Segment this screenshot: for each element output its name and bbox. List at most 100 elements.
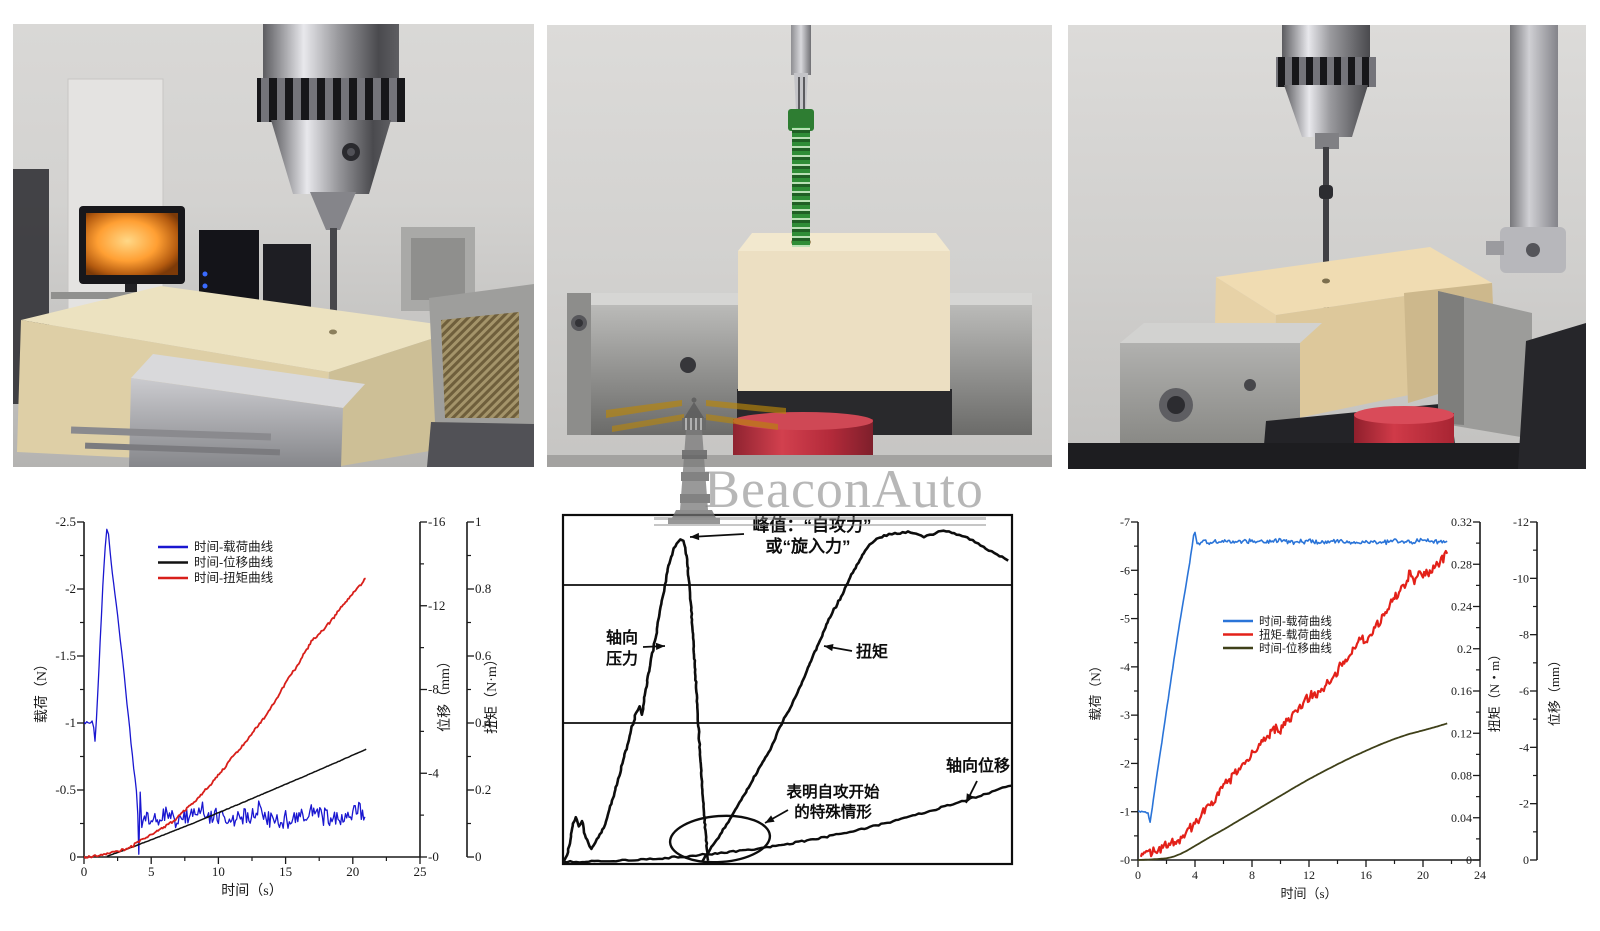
y-tick-label: 0.08 (1451, 769, 1472, 783)
y-axis-title: 扭矩（N·m） (484, 652, 500, 734)
y-tick-label: 0.6 (475, 648, 492, 663)
x-tick-label: 0 (81, 864, 88, 879)
series-disp (106, 748, 367, 858)
y-tick-label: -1 (1120, 805, 1130, 819)
axial-pressure-label: 轴向 (606, 628, 638, 647)
self-tap-note: 的特殊情形 (794, 802, 872, 821)
y-tick-label: 1 (475, 514, 482, 529)
y-tick-label: -3 (1120, 708, 1130, 722)
y-tick-label: 0 (475, 849, 482, 864)
y-tick-label: 0.8 (475, 581, 491, 596)
fixture-hole-left (680, 357, 696, 373)
y-tick-label: -2.5 (55, 514, 76, 529)
chuck-nose (310, 192, 356, 230)
y-tick-label: -4 (428, 765, 439, 780)
curve-axial-displacement (563, 784, 1012, 864)
y-tick-label: -6 (1519, 684, 1529, 698)
y-tick-label: -8 (1519, 628, 1529, 642)
x-tick-label: 20 (1417, 868, 1429, 882)
y-tick-label: 0.16 (1451, 684, 1472, 698)
y-tick-label: -12 (428, 598, 445, 613)
screw-head (788, 109, 814, 131)
screw-thread (792, 127, 810, 247)
y-tick-label: -5 (1120, 612, 1130, 626)
monitor (51, 206, 211, 299)
y-tick-label: -2 (65, 581, 76, 596)
y-tick-label: 0 (70, 849, 77, 864)
y-tick-label: -8 (428, 682, 439, 697)
green-screw (788, 25, 814, 247)
series-disp (1138, 722, 1448, 861)
x-tick-label: 20 (346, 864, 359, 879)
self-tap-start-ellipse (668, 814, 772, 864)
y-tick-label: 0.2 (1457, 642, 1472, 656)
photo-drill-test (13, 24, 534, 467)
x-tick-label: 12 (1303, 868, 1315, 882)
y-tick-label: 0.04 (1451, 811, 1472, 825)
legend-label: 时间-位移曲线 (194, 555, 274, 570)
x-tick-label: 8 (1249, 868, 1255, 882)
photo-screw-test (547, 25, 1052, 467)
guide-rod-2 (84, 442, 281, 456)
vise-wedge (129, 354, 365, 467)
y-tick-label: -7 (1120, 515, 1130, 529)
series-group (1138, 531, 1449, 861)
door (67, 78, 164, 325)
x-tick-label: 16 (1360, 868, 1372, 882)
legend-label: 时间-扭矩曲线 (194, 571, 274, 585)
y-axis-title: 扭矩（N・m） (1487, 648, 1502, 733)
axes: 0 4 8 12 16 20 24 时间（s） -0 -1 -2 -3 -4 -5 -6 -7 载荷（N） 0 0.… (1088, 515, 1562, 901)
self-tap-note: 表明自攻开始 (785, 782, 880, 801)
drill-chuck (257, 24, 405, 338)
chuck-gear-ring (1276, 57, 1376, 87)
x-axis-title: 时间（s） (221, 883, 282, 899)
dark-corner (1518, 323, 1586, 469)
knurled-face (441, 312, 519, 418)
x-tick-label: 5 (148, 864, 155, 879)
x-tick-label: 25 (414, 864, 427, 879)
y-axis-title: 位移（mm） (1547, 654, 1562, 726)
vise-left-block (1120, 323, 1322, 469)
series-torque (1139, 549, 1449, 858)
drill-hole (329, 329, 337, 335)
foam-block (738, 233, 950, 391)
torque-label: 扭矩 (856, 642, 888, 661)
y-tick-label: 0.2 (475, 782, 491, 797)
monitor-screen (86, 213, 178, 275)
y-tick-label: -1.5 (55, 648, 76, 663)
photo-screw-test-art (547, 25, 1052, 467)
y-axis-title: 载荷（N） (34, 657, 50, 723)
drill-bit (1323, 147, 1329, 309)
support-column (1486, 25, 1566, 273)
legend-label: 时间-载荷曲线 (194, 540, 274, 554)
y-tick-label: 0.12 (1451, 726, 1472, 740)
y-tick-label: -2 (1519, 797, 1529, 811)
y-tick-label: -2 (1120, 756, 1130, 770)
y-tick-label: -6 (1120, 563, 1130, 577)
driver-tip (794, 73, 808, 111)
peak-label: 峰值：“自攻力” (753, 515, 872, 535)
x-tick-label: 15 (279, 864, 292, 879)
series-group (84, 528, 367, 859)
chuck-gear-ring (257, 78, 405, 122)
axial-pressure-label: 压力 (606, 649, 638, 668)
series-load (84, 528, 366, 855)
bit-bead (1319, 185, 1333, 199)
y-tick-label: -16 (428, 514, 446, 529)
vise-right-jaw (427, 284, 534, 467)
floor-strip (547, 455, 1052, 467)
diagram-border (561, 513, 1014, 866)
y-tick-label: -0 (428, 849, 439, 864)
drill-hole (1322, 278, 1330, 284)
y-tick-label: 0 (1466, 853, 1472, 867)
axes: 0 5 10 15 20 25时间（s）0-0.5-1-1.5-2-2.5载荷（N）-0-… (34, 514, 500, 899)
vise-right-jaw (1438, 291, 1532, 439)
photo-drill-vise-art (1068, 25, 1586, 469)
photo-drill-test-art (13, 24, 534, 467)
axial-displacement-label: 轴向位移 (946, 756, 1010, 775)
curve-axial-pressure (562, 538, 710, 862)
y-tick-label: -0.5 (55, 782, 76, 797)
